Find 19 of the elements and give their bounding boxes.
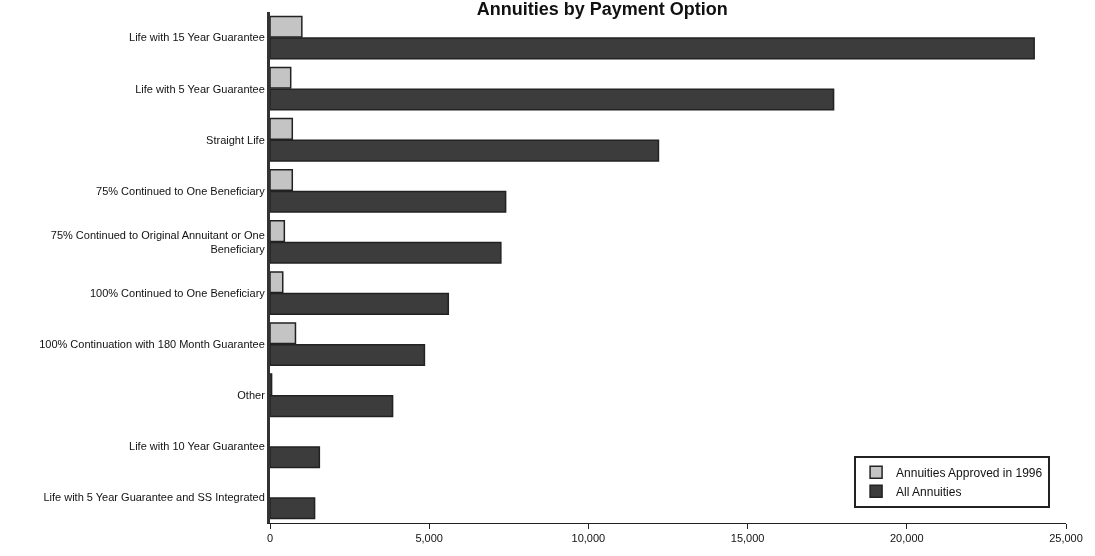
x-tick-label: 5,000 <box>415 532 443 545</box>
x-tick-label: 25,000 <box>1049 532 1083 545</box>
x-tick-label: 20,000 <box>889 532 924 545</box>
y-tick-label: Life with 15 Year Guarantee <box>129 31 265 44</box>
x-tick-label: 0 <box>266 532 274 545</box>
x-tick-label: 15,000 <box>730 532 765 545</box>
chart-title: Annuities by Payment Option <box>476 0 728 20</box>
y-tick-label: 75% Continued to Original Annuitant or One Beneficiary <box>50 228 266 255</box>
legend-label: Annuities Approved in 1996 <box>896 465 1043 480</box>
y-tick-label: 75% Continued to One Beneficiary <box>96 184 266 197</box>
y-tick-label: 100% Continued to One Beneficiary <box>89 286 266 299</box>
y-tick-label: 100% Continuation with 180 Month Guarantee <box>39 338 265 350</box>
y-tick-label: Life with 10 Year Guarantee <box>129 440 265 453</box>
y-tick-label: Straight Life <box>206 133 265 146</box>
y-tick-label: Life with 5 Year Guarantee and SS Integrated <box>43 491 265 504</box>
y-tick-label: Life with 5 Year Guarantee <box>135 82 265 95</box>
legend-label: All Annuities <box>896 484 962 499</box>
y-tick-label: Other <box>237 389 266 402</box>
x-tick-label: 10,000 <box>571 532 606 545</box>
